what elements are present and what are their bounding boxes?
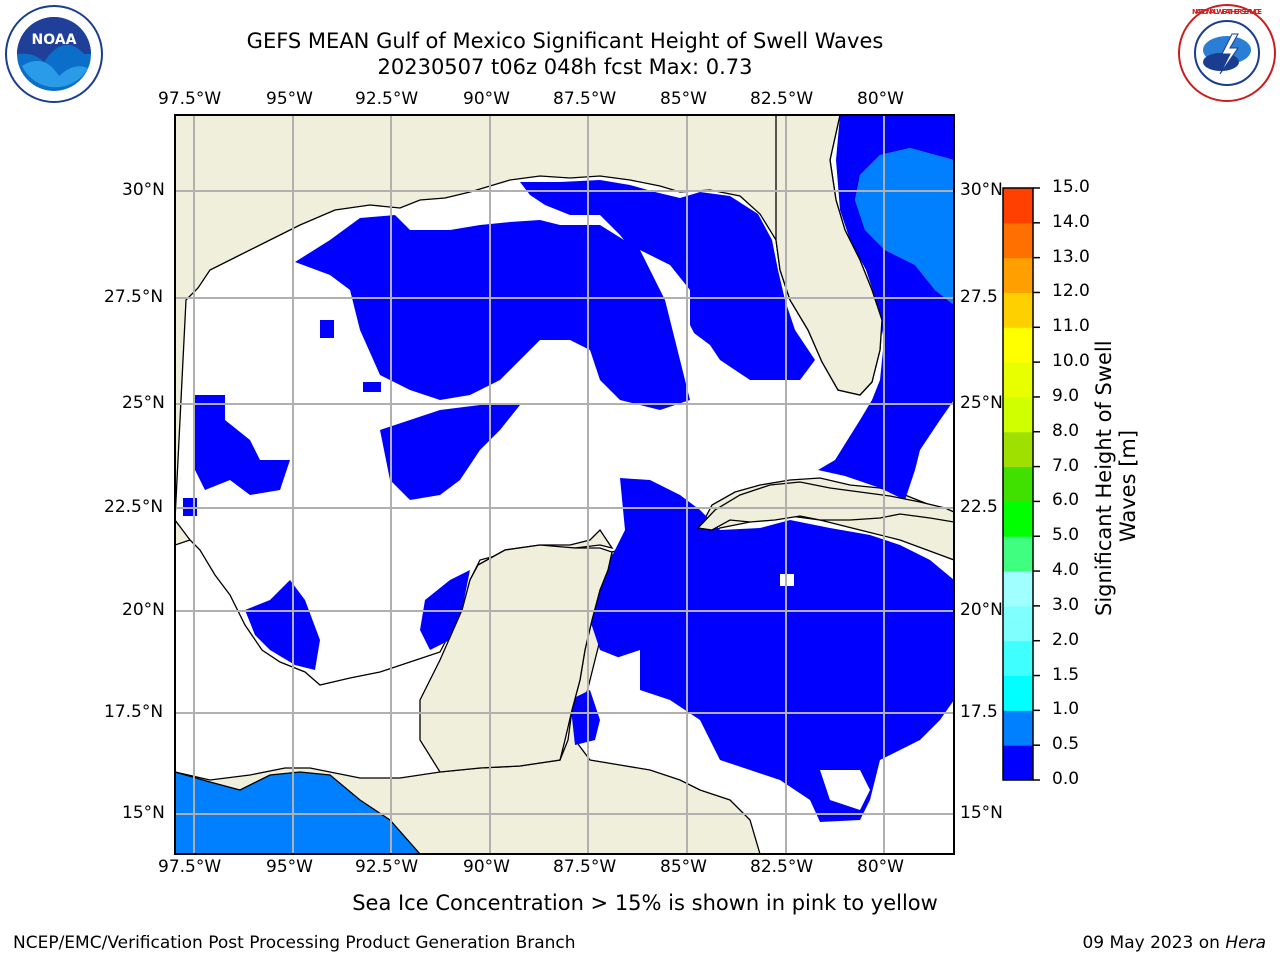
- footer-date-host: 09 May 2023 on Hera: [1082, 933, 1266, 953]
- lon-label-bottom-7: 82.5°W: [750, 857, 814, 877]
- footer-host: Hera: [1225, 933, 1266, 953]
- atlantic-water-mid: [855, 148, 954, 305]
- lon-label-bottom-1: 97.5°W: [158, 857, 222, 877]
- lon-label-top-5: 87.5°W: [553, 89, 617, 109]
- lat-label-right-4: 22.5: [960, 497, 998, 517]
- lon-label-bottom-3: 92.5°W: [355, 857, 419, 877]
- colorbar-tick-label: 1.5: [1052, 664, 1080, 685]
- colorbar-band: [1003, 257, 1033, 293]
- florida-land: [775, 115, 883, 396]
- noaa-logo: NOAA: [5, 5, 103, 103]
- lon-label-top-1: 97.5°W: [158, 89, 222, 109]
- lat-label-left-3: 25°N: [122, 393, 165, 413]
- colorbar-tick-label: 7.0: [1052, 455, 1080, 476]
- colorbar-title-line-1: Significant Height of Swell: [1092, 340, 1116, 616]
- lon-label-top-4: 90°W: [463, 89, 510, 109]
- nws-logo-text: NATIONAL WEATHER SERVICE: [1192, 8, 1262, 16]
- map-area: [175, 115, 954, 854]
- lat-label-left-4: 22.5°N: [104, 497, 164, 517]
- colorbar-bands: [1003, 188, 1033, 781]
- colorbar-tick-marks: [1033, 187, 1040, 781]
- colorbar-band: [1003, 640, 1033, 677]
- colorbar-band: [1003, 710, 1033, 746]
- colorbar-tick-label: 10.0: [1052, 351, 1090, 372]
- noaa-logo-text: NOAA: [32, 32, 77, 48]
- lon-label-top-8: 80°W: [857, 89, 904, 109]
- colorbar-tick-label: 1.0: [1052, 699, 1080, 720]
- colorbar-band: [1003, 222, 1033, 259]
- colorbar-frame: [1002, 187, 1034, 781]
- lat-label-right-3: 25°N: [960, 393, 1003, 413]
- colorbar-tick-label: 9.0: [1052, 385, 1080, 406]
- swell-gaps: [605, 250, 870, 810]
- colorbar-tick-label: 6.0: [1052, 490, 1080, 511]
- lon-label-bottom-4: 90°W: [463, 857, 510, 877]
- lat-label-right-2: 27.5: [960, 287, 998, 307]
- cuba-land: [696, 481, 954, 531]
- lat-label-right-6: 17.5: [960, 702, 998, 722]
- lon-label-bottom-5: 87.5°W: [553, 857, 617, 877]
- colorbar-tick-label: 8.0: [1052, 420, 1080, 441]
- lon-label-bottom-6: 85°W: [660, 857, 707, 877]
- title-line-2: 20230507 t06z 048h fcst Max: 0.73: [377, 55, 753, 79]
- colorbar-tick-label: 13.0: [1052, 246, 1090, 267]
- colorbar-band: [1003, 536, 1033, 572]
- colorbar-tick-label: 3.0: [1052, 594, 1080, 615]
- colorbar-tick-label: 4.0: [1052, 560, 1080, 581]
- colorbar-band: [1003, 466, 1033, 502]
- yucatan-land: [419, 544, 613, 773]
- graticule: [175, 115, 954, 854]
- lat-label-left-1: 30°N: [122, 180, 165, 200]
- lat-label-left-2: 27.5°N: [104, 287, 164, 307]
- lat-label-left-7: 15°N: [122, 803, 165, 823]
- lon-label-top-6: 85°W: [660, 89, 707, 109]
- lat-label-right-1: 30°N: [960, 180, 1003, 200]
- colorbar-band: [1003, 327, 1033, 363]
- map-frame: [174, 114, 955, 855]
- lon-label-bottom-2: 95°W: [266, 857, 313, 877]
- lon-label-bottom-8: 80°W: [857, 857, 904, 877]
- lat-label-right-5: 20°N: [960, 600, 1003, 620]
- sea-ice-caption: Sea Ice Concentration > 15% is shown in …: [352, 891, 938, 915]
- colorbar-tick-label: 11.0: [1052, 316, 1090, 337]
- colorbar-band: [1003, 501, 1033, 537]
- colorbar-title-line-2: Waves [m]: [1116, 429, 1140, 543]
- colorbar-tick-label: 12.0: [1052, 281, 1090, 302]
- colorbar-band: [1003, 431, 1033, 468]
- colorbar-band: [1003, 675, 1033, 711]
- colorbar-tick-label: 14.0: [1052, 211, 1090, 232]
- footer-on: on: [1198, 933, 1220, 953]
- colorbar-tick-label: 2.0: [1052, 629, 1080, 650]
- colorbar-title: Significant Height of Swell Waves [m]: [1092, 340, 1140, 616]
- lon-label-top-3: 92.5°W: [355, 89, 419, 109]
- colorbar-band: [1003, 605, 1033, 642]
- colorbar-tick-label: 15.0: [1052, 177, 1090, 197]
- swell-regions: [183, 115, 954, 822]
- footer-branch: NCEP/EMC/Verification Post Processing Pr…: [13, 933, 576, 953]
- colorbar-band: [1003, 396, 1033, 433]
- colorbar-band: [1003, 571, 1033, 607]
- lon-label-top-2: 95°W: [266, 89, 313, 109]
- lon-label-top-7: 82.5°W: [750, 89, 814, 109]
- colorbar-tick-label: 0.0: [1052, 769, 1080, 789]
- colorbar: [1002, 187, 1040, 781]
- colorbar-band: [1003, 292, 1033, 328]
- colorbar-tick-label: 5.0: [1052, 525, 1080, 546]
- lat-label-left-5: 20°N: [122, 600, 165, 620]
- lat-label-left-6: 17.5°N: [104, 702, 164, 722]
- lat-label-right-7: 15°N: [960, 803, 1003, 823]
- nws-logo: NATIONAL WEATHER SERVICE: [1178, 4, 1276, 102]
- footer-date: 09 May 2023: [1082, 933, 1194, 953]
- colorbar-tick-label: 0.5: [1052, 734, 1080, 755]
- colorbar-band: [1003, 362, 1033, 398]
- title-line-1: GEFS MEAN Gulf of Mexico Significant Hei…: [246, 29, 884, 53]
- colorbar-band: [1003, 188, 1033, 224]
- colorbar-band: [1003, 745, 1033, 781]
